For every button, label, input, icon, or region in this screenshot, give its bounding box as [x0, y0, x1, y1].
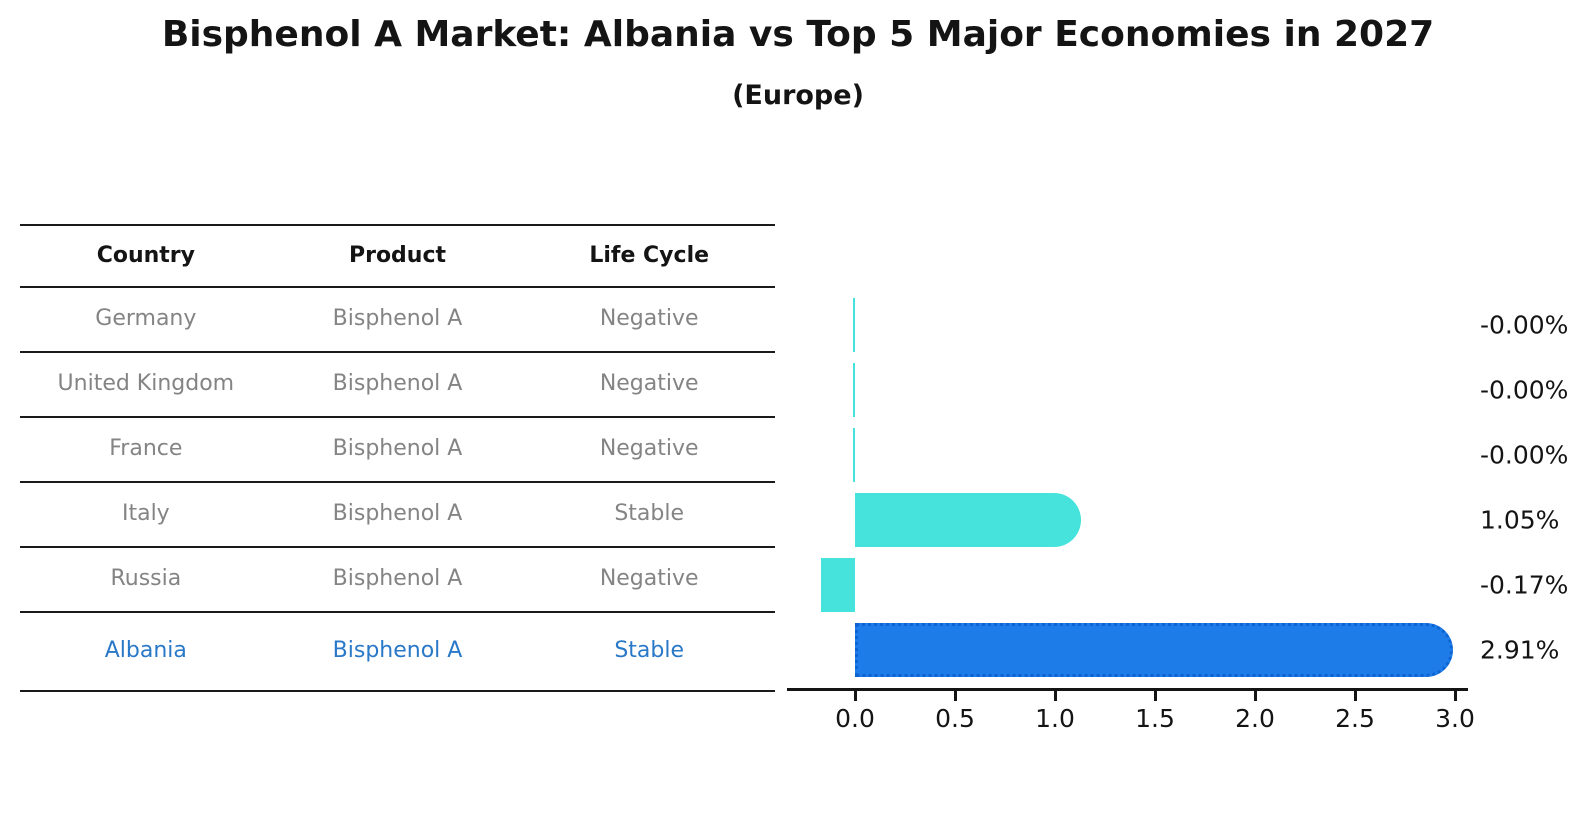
bar-france: [852, 428, 855, 482]
x-tick-label: 0.0: [835, 704, 875, 733]
country-table: Country Product Life Cycle Germany Bisph…: [20, 224, 775, 692]
x-tick: [1253, 691, 1257, 701]
table-header-life-cycle: Life Cycle: [589, 242, 710, 268]
value-label-united-kingdom: -0.00%: [1480, 375, 1569, 405]
table-row: Russia Bisphenol A Negative: [20, 548, 775, 613]
x-tick-label: 1.0: [1035, 704, 1075, 733]
cell-product: Bisphenol A: [332, 306, 463, 332]
table-row: Albania Bisphenol A Stable: [20, 613, 775, 692]
x-tick-label: 1.5: [1135, 704, 1175, 733]
cell-country: Germany: [95, 306, 197, 332]
chart-title: Bisphenol A Market: Albania vs Top 5 Maj…: [161, 14, 1435, 55]
table-row: France Bisphenol A Negative: [20, 418, 775, 483]
cell-product: Bisphenol A: [332, 436, 463, 462]
x-tick-label: 0.5: [935, 704, 975, 733]
value-label-russia: -0.17%: [1480, 570, 1569, 600]
bar-united-kingdom: [852, 363, 855, 417]
cell-country: Albania: [104, 638, 187, 664]
cell-product: Bisphenol A: [332, 566, 463, 592]
x-tick: [853, 691, 857, 701]
table-header-product: Product: [348, 242, 447, 268]
x-axis-line: [787, 688, 1468, 691]
x-tick-label: 2.0: [1235, 704, 1275, 733]
cell-country: France: [109, 436, 183, 462]
cell-life-cycle: Stable: [614, 638, 685, 664]
cell-life-cycle: Stable: [614, 501, 685, 527]
cell-country: Russia: [110, 566, 182, 592]
x-tick: [1353, 691, 1357, 701]
value-label-italy: 1.05%: [1480, 505, 1560, 535]
x-tick-label: 3.0: [1435, 704, 1475, 733]
table-row: Germany Bisphenol A Negative: [20, 288, 775, 353]
cell-product: Bisphenol A: [332, 638, 463, 664]
bar-albania: [855, 623, 1453, 677]
cell-product: Bisphenol A: [332, 371, 463, 397]
bar-russia: [821, 558, 855, 612]
table-header-country: Country: [96, 242, 195, 268]
x-tick: [1053, 691, 1057, 701]
table-row: United Kingdom Bisphenol A Negative: [20, 353, 775, 418]
table-row: Italy Bisphenol A Stable: [20, 483, 775, 548]
bar-chart: 0.0 0.5 1.0 1.5 2.0 2.5 3.0 -0.00% -0.00% -0.00% 1…: [787, 290, 1596, 740]
x-tick-label: 2.5: [1335, 704, 1375, 733]
cell-life-cycle: Negative: [599, 306, 699, 332]
cell-life-cycle: Negative: [599, 566, 699, 592]
value-label-albania: 2.91%: [1480, 635, 1560, 665]
cell-country: United Kingdom: [57, 371, 235, 397]
x-tick: [1153, 691, 1157, 701]
cell-life-cycle: Negative: [599, 371, 699, 397]
value-label-france: -0.00%: [1480, 440, 1569, 470]
cell-life-cycle: Negative: [599, 436, 699, 462]
x-tick: [953, 691, 957, 701]
chart-subtitle: (Europe): [732, 80, 864, 111]
x-tick: [1453, 691, 1457, 701]
table-header-row: Country Product Life Cycle: [20, 226, 775, 288]
cell-product: Bisphenol A: [332, 501, 463, 527]
bar-germany: [852, 298, 855, 352]
bar-italy: [855, 493, 1081, 547]
value-label-germany: -0.00%: [1480, 310, 1569, 340]
cell-country: Italy: [121, 501, 170, 527]
